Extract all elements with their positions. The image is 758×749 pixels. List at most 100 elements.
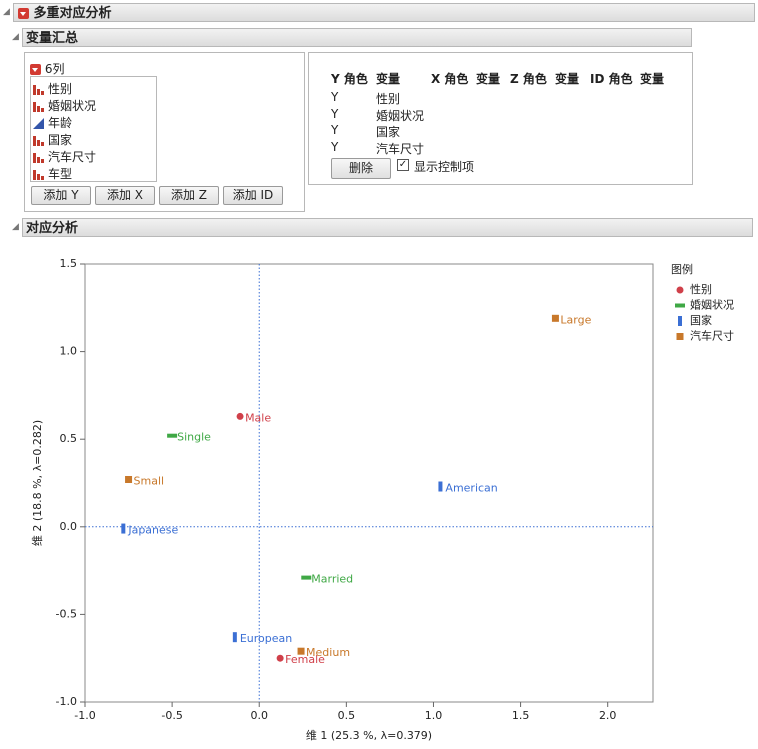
x-axis-title: 维 1 (25.3 %, λ=0.379) (306, 729, 432, 742)
collapse-toggle[interactable]: ◢ (12, 222, 19, 232)
column-list: 性别 婚姻状况 年龄 国家 汽车尺寸 车型 (30, 76, 157, 182)
point-label: Male (245, 411, 271, 424)
checkbox[interactable]: ✓ (397, 159, 409, 171)
role-cell: 国家 (376, 125, 401, 140)
point (276, 654, 284, 662)
role-header: Z 角色 (510, 72, 547, 86)
point (167, 433, 178, 438)
checkbox-label: 显示控制项 (414, 160, 475, 174)
columns-header: 6列 (30, 60, 64, 77)
x-tick-label: 1.5 (512, 709, 530, 722)
role-header: 变量 (555, 72, 580, 86)
collapse-toggle[interactable]: ◢ (3, 7, 10, 17)
column-name: 性别 (48, 82, 73, 96)
section-title: 对应分析 (26, 221, 79, 236)
remove-button[interactable]: 删除 (331, 158, 391, 179)
role-header: 变量 (640, 72, 665, 86)
point-label: Single (177, 431, 211, 444)
column-item[interactable]: 年龄 (33, 114, 72, 131)
point (438, 481, 443, 492)
point-label: Small (134, 474, 165, 487)
legend-label: 汽车尺寸 (690, 329, 734, 343)
y-tick-label: 0.0 (60, 520, 78, 533)
add-y-button[interactable]: 添加 Y (31, 186, 91, 205)
legend-label: 国家 (690, 313, 712, 327)
nominal-icon (33, 85, 44, 95)
role-header: X 角色 (431, 72, 469, 86)
add-id-button[interactable]: 添加 ID (223, 186, 283, 205)
role-cell: Y (331, 123, 339, 138)
section-header: 变量汇总 (22, 28, 692, 47)
y-axis-title: 维 2 (18.8 %, λ=0.282) (31, 420, 44, 546)
menu-button[interactable] (30, 64, 41, 75)
point-label: Married (311, 573, 353, 586)
role-cell: 婚姻状况 (376, 108, 425, 123)
point (236, 412, 244, 420)
legend-swatch (676, 333, 684, 340)
column-item[interactable]: 性别 (33, 80, 72, 97)
section-header: 对应分析 (22, 218, 753, 237)
legend-swatch (675, 303, 685, 308)
point (297, 647, 305, 655)
x-tick-label: -0.5 (161, 709, 182, 722)
chart: -1.0 -0.5 0.0 0.5 1.0 1.5 2.0 -1.0 -0.5 0.0 0.5 1.0… (31, 257, 734, 742)
add-x-button[interactable]: 添加 X (95, 186, 155, 205)
continuous-icon (33, 118, 44, 129)
role-cell: Y (331, 140, 339, 155)
role-cell: Y (331, 106, 339, 121)
column-name: 车型 (48, 167, 73, 181)
plot-frame (84, 263, 654, 703)
column-item[interactable]: 婚姻状况 (33, 97, 96, 114)
legend-swatch (676, 286, 684, 294)
x-tick-label: 1.0 (425, 709, 443, 722)
point (121, 523, 126, 534)
role-header: 变量 (376, 72, 401, 86)
legend-title: 图例 (671, 262, 693, 276)
role-cell: 汽车尺寸 (376, 142, 425, 157)
y-tick-label: 1.0 (60, 345, 78, 358)
legend-label: 婚姻状况 (690, 298, 734, 312)
section-title: 变量汇总 (26, 31, 79, 46)
column-item[interactable]: 车型 (33, 165, 72, 182)
column-name: 国家 (48, 133, 73, 147)
columns-label: 6列 (44, 62, 65, 76)
add-z-button[interactable]: 添加 Z (159, 186, 219, 205)
point-label: American (445, 482, 497, 495)
y-tick-label: -0.5 (56, 607, 77, 620)
point-label: Medium (306, 646, 350, 659)
column-item[interactable]: 汽车尺寸 (33, 148, 96, 165)
column-name: 婚姻状况 (48, 99, 97, 113)
column-item[interactable]: 国家 (33, 131, 72, 148)
legend-label: 性别 (690, 282, 712, 296)
x-tick-label: -1.0 (74, 709, 95, 722)
role-header: 变量 (476, 72, 501, 86)
x-tick-label: 0.5 (338, 709, 356, 722)
collapse-toggle[interactable]: ◢ (12, 32, 19, 42)
column-name: 汽车尺寸 (48, 150, 97, 164)
x-tick-label: 0.0 (250, 709, 268, 722)
point (125, 475, 133, 483)
nominal-icon (33, 102, 44, 112)
point-label: Large (560, 313, 591, 326)
nominal-icon (33, 153, 44, 163)
nominal-icon (33, 136, 44, 146)
role-header: Y 角色 (331, 72, 368, 86)
point-label: European (240, 632, 292, 645)
legend-swatch (678, 316, 682, 326)
point-label: Female (285, 653, 325, 666)
point-label: Japanese (127, 524, 178, 537)
menu-button[interactable] (18, 8, 29, 19)
y-tick-label: -1.0 (56, 695, 77, 708)
role-cell: 性别 (376, 92, 401, 106)
nominal-icon (33, 170, 44, 180)
role-header: ID 角色 (590, 72, 633, 86)
y-tick-label: 0.5 (60, 432, 78, 445)
report-title: 多重对应分析 (33, 6, 112, 21)
y-tick-label: 1.5 (60, 257, 78, 270)
role-cell: Y (331, 90, 339, 104)
point (301, 575, 312, 580)
column-name: 年龄 (48, 116, 73, 130)
point (232, 632, 237, 643)
x-tick-label: 2.0 (599, 709, 617, 722)
